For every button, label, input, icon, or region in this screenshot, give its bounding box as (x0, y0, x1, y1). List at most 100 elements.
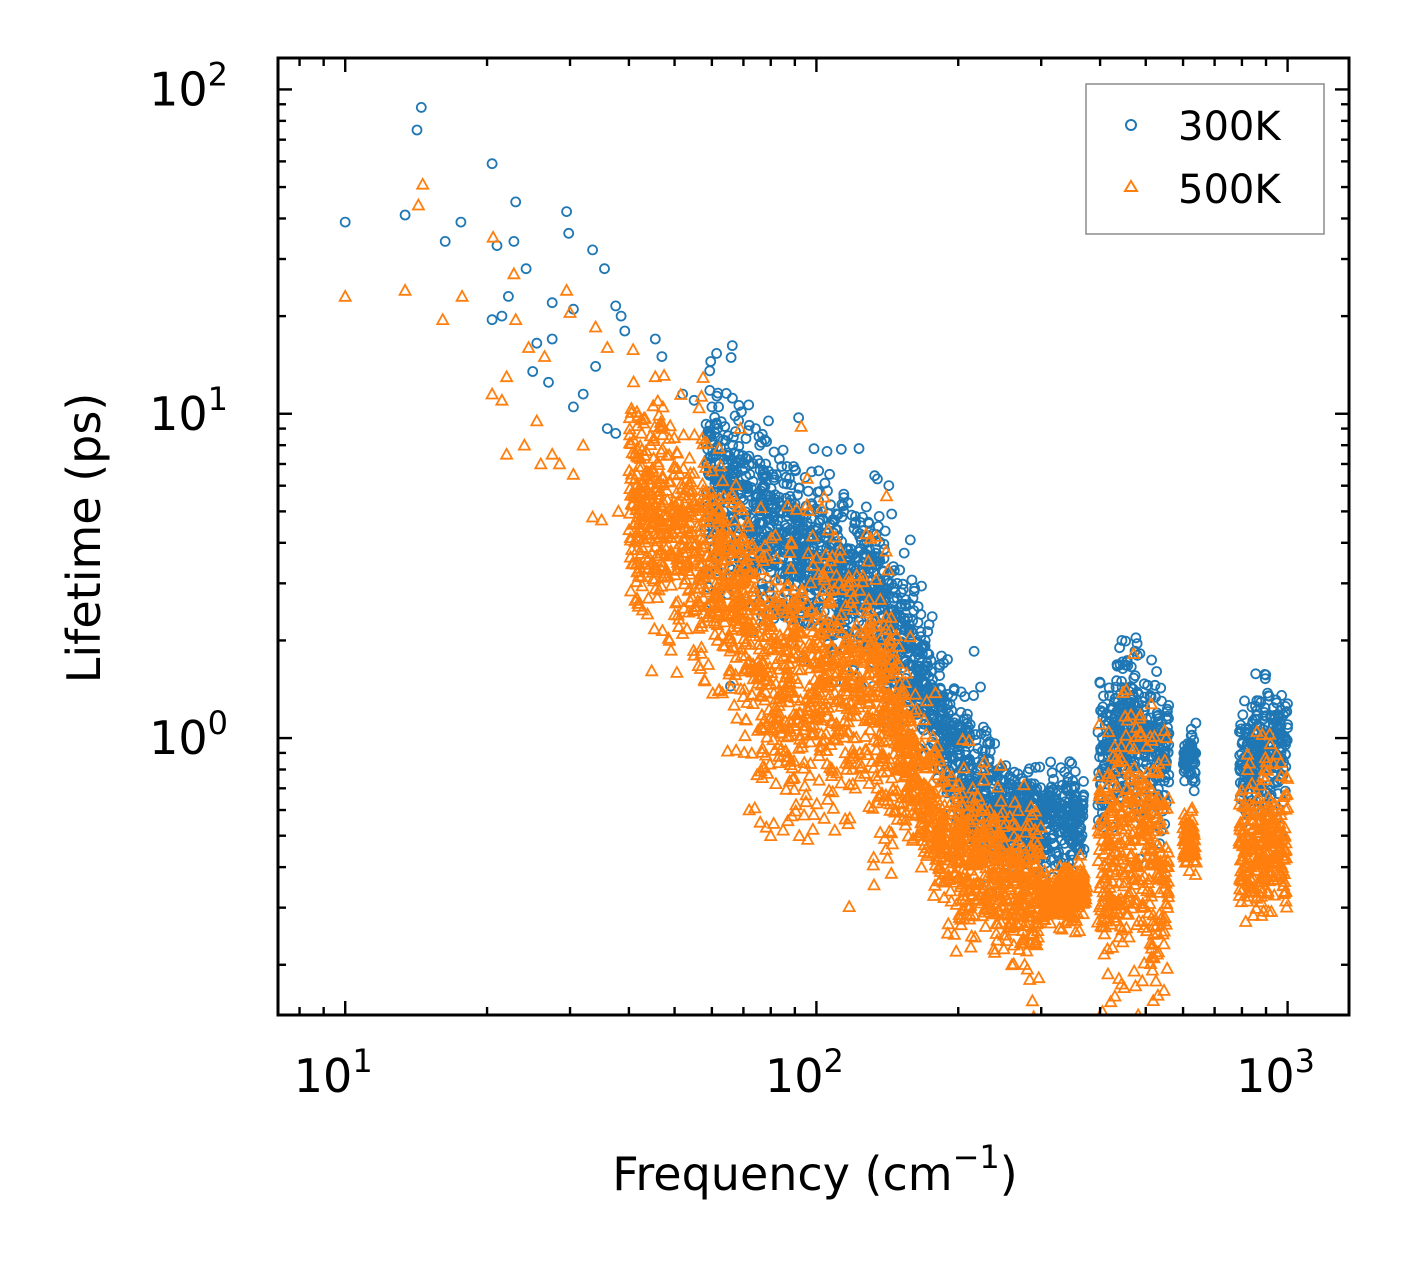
data-point-500k-673 (768, 776, 783, 789)
data-point-500k-1389 (845, 702, 860, 716)
data-point-300k-1410 (942, 654, 953, 665)
data-point-300k-1570 (927, 709, 939, 721)
data-point-500k-507 (635, 495, 650, 509)
data-point-300k-208 (722, 465, 733, 477)
data-point-500k-1106 (864, 754, 880, 767)
data-point-500k-1464 (872, 714, 887, 727)
data-point-500k-594 (690, 593, 705, 607)
data-point-500k-31 (655, 623, 670, 636)
data-point-500k-631 (653, 526, 668, 540)
data-point-300k-2839 (546, 297, 558, 309)
data-point-300k-2433 (1142, 679, 1154, 691)
data-point-500k-1439 (772, 639, 787, 652)
data-point-500k-221 (733, 421, 748, 434)
data-point-500k-549 (667, 502, 682, 515)
data-point-500k-611 (646, 398, 661, 412)
data-point-500k-1259 (825, 639, 840, 653)
data-point-300k-813 (776, 460, 788, 472)
data-point-500k-1284 (804, 604, 819, 617)
data-point-500k-512 (722, 627, 737, 641)
data-point-300k-17 (726, 340, 738, 352)
data-point-300k-1532 (975, 681, 986, 693)
data-point-500k-519 (678, 520, 693, 533)
data-point-500k-1370 (840, 677, 855, 690)
data-point-500k-280 (664, 577, 679, 591)
data-point-500k-1435 (774, 694, 789, 708)
data-point-500k-1301 (871, 789, 886, 802)
data-point-500k-548 (726, 538, 741, 551)
data-point-300k-2857 (649, 333, 661, 345)
data-point-500k-543 (631, 598, 646, 612)
data-point-300k-2869 (952, 719, 964, 730)
data-point-300k-2045 (1018, 775, 1030, 787)
data-point-500k-340 (631, 408, 646, 422)
data-point-500k-1491 (785, 760, 800, 774)
data-point-300k-509 (869, 470, 881, 482)
data-point-500k-1401 (838, 811, 853, 825)
data-point-500k-1438 (758, 684, 773, 698)
data-point-300k-300 (860, 501, 872, 513)
data-point-500k-1307 (737, 728, 753, 742)
data-point-500k-1197 (792, 728, 808, 741)
data-point-300k-1569 (982, 775, 994, 787)
data-point-500k-614 (702, 555, 717, 568)
data-point-300k-2855 (601, 423, 613, 435)
data-point-300k-2553 (1178, 753, 1190, 765)
data-point-500k-536 (626, 556, 641, 570)
data-point-500k-290 (715, 525, 730, 539)
data-point-500k-1414 (812, 772, 827, 786)
data-point-500k-568 (694, 640, 709, 653)
data-point-300k-2831 (486, 158, 498, 170)
data-point-300k-2825 (339, 216, 351, 228)
data-point-500k-1105 (799, 497, 815, 511)
data-point-500k-100 (622, 505, 637, 519)
data-point-300k-2451 (1095, 705, 1106, 716)
data-point-300k-1076 (845, 543, 857, 555)
data-point-500k-492 (624, 466, 639, 480)
data-point-500k-561 (707, 600, 723, 614)
data-point-500k-603 (647, 496, 663, 510)
data-point-500k-427 (694, 615, 709, 629)
data-point-300k-547 (750, 505, 762, 517)
data-point-500k-1362 (834, 607, 849, 620)
data-point-500k-994 (884, 610, 899, 623)
data-point-500k-533 (693, 572, 708, 586)
data-point-500k-227 (725, 495, 740, 508)
data-point-500k-476 (670, 561, 685, 575)
data-point-300k-2590 (1239, 695, 1250, 707)
data-point-300k-2013 (1064, 834, 1075, 846)
data-point-300k-2084 (998, 774, 1010, 786)
data-point-300k-2821 (1274, 710, 1285, 722)
data-point-500k-461 (646, 433, 661, 447)
data-point-500k-1444 (772, 737, 787, 750)
data-point-500k-405 (676, 427, 691, 441)
data-point-300k-1086 (744, 468, 756, 480)
data-point-500k-1352 (760, 570, 775, 584)
data-point-300k-2878 (1282, 719, 1293, 730)
data-point-300k-1567 (947, 727, 958, 739)
data-point-300k-2477 (1129, 670, 1141, 682)
data-point-500k-1415 (738, 712, 753, 725)
data-point-300k-991 (850, 511, 861, 522)
data-point-300k-173 (714, 457, 725, 469)
data-point-500k-480 (629, 498, 644, 512)
data-point-300k-1789 (1069, 766, 1081, 777)
data-point-300k-623 (872, 473, 883, 485)
data-point-500k-1287 (836, 665, 851, 678)
data-point-300k-1578 (960, 749, 972, 761)
data-point-500k-1295 (810, 647, 825, 661)
data-point-300k-1071 (888, 582, 900, 594)
data-point-500k-1196 (837, 713, 852, 726)
data-point-500k-1374 (875, 751, 890, 764)
data-point-500k-1393 (780, 498, 795, 512)
data-point-500k-578 (671, 550, 686, 564)
data-point-500k-396 (707, 524, 722, 538)
data-point-500k-1224 (737, 531, 752, 545)
data-point-500k-1292 (788, 797, 804, 811)
data-point-500k-1365 (778, 684, 793, 698)
data-point-300k-2810 (1267, 718, 1279, 730)
data-point-300k-2479 (1110, 731, 1122, 743)
data-point-500k-1099 (760, 766, 775, 779)
data-point-300k-1515 (961, 713, 973, 725)
data-point-500k-1089 (740, 621, 755, 635)
